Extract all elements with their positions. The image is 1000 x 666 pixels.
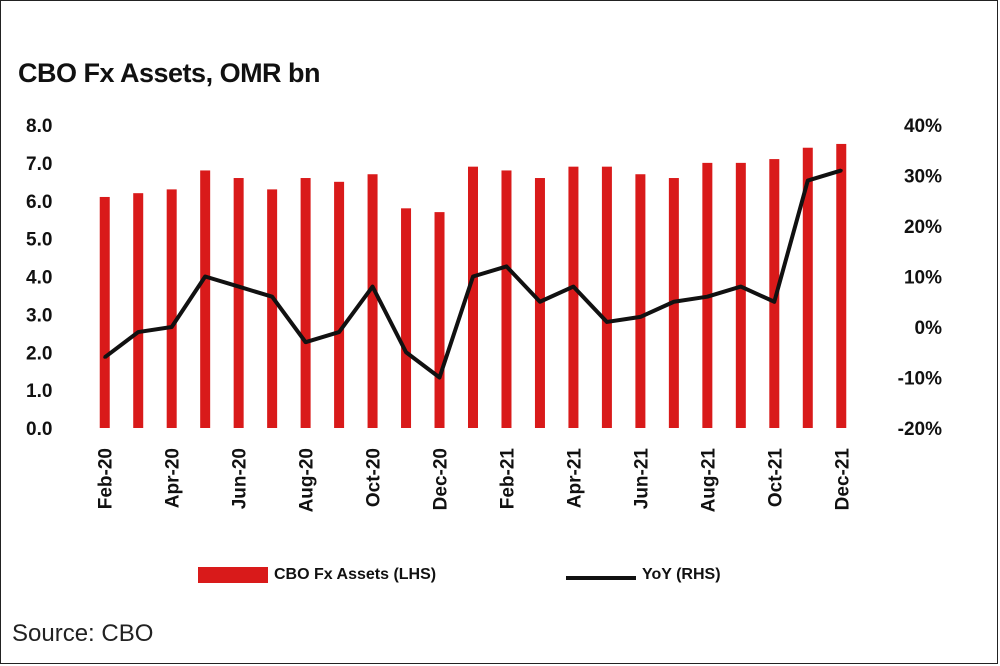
bar-Jul-20	[267, 189, 278, 428]
y-right-tick: 10%	[904, 268, 942, 289]
y-right-tick: 40%	[904, 116, 942, 137]
yoy-point-Feb-21	[504, 264, 508, 268]
yoy-point-May-20	[203, 275, 207, 278]
legend-line-label: YoY (RHS)	[642, 566, 721, 583]
bar-Nov-21	[802, 147, 813, 428]
yoy-point-Aug-21	[705, 295, 709, 299]
bar-Feb-21	[501, 170, 512, 428]
x-tick-Feb-20: Feb-20	[96, 448, 117, 509]
x-tick-Feb-21: Feb-21	[497, 448, 518, 510]
y-right-tick: -10%	[898, 369, 942, 390]
y-left-tick: 8.0	[26, 116, 52, 137]
x-tick-Aug-21: Aug-21	[698, 448, 719, 513]
legend-line-swatch	[566, 575, 636, 580]
y-left-tick: 7.0	[26, 154, 52, 175]
bar-Apr-21	[568, 166, 579, 428]
legend-item-line: YoY (RHS)	[566, 566, 721, 584]
legend-bar-label: CBO Fx Assets (LHS)	[274, 566, 437, 583]
bar-Jan-21	[468, 166, 478, 428]
yoy-point-Oct-21	[772, 300, 776, 304]
yoy-point-Dec-20	[438, 376, 442, 379]
legend-item-bars: CBO Fx Assets (LHS)	[198, 566, 436, 584]
bar-Sep-21	[735, 162, 746, 428]
bar-Mar-20	[133, 193, 144, 428]
x-tick-Apr-20: Apr-20	[163, 448, 184, 508]
yoy-point-Jul-21	[672, 300, 676, 304]
y-left-tick: 5.0	[26, 230, 52, 251]
source-note: Source: CBO	[12, 620, 154, 647]
yoy-point-Dec-21	[839, 168, 843, 172]
yoy-point-Nov-20	[404, 350, 408, 354]
bar-Apr-20	[166, 189, 177, 428]
yoy-point-Mar-20	[136, 330, 140, 334]
bar-Sep-20	[334, 181, 345, 428]
yoy-point-Feb-20	[103, 355, 107, 359]
yoy-point-Apr-21	[571, 285, 575, 289]
x-tick-Apr-21: Apr-21	[564, 448, 585, 509]
y-right-tick: -20%	[898, 419, 942, 440]
x-tick-Jun-20: Jun-20	[230, 448, 251, 509]
yoy-point-Jul-20	[270, 295, 274, 299]
x-tick-Oct-21: Oct-21	[765, 448, 786, 508]
bar-Dec-20	[434, 212, 445, 428]
legend-bar-swatch	[198, 567, 268, 583]
y-left-tick: 1.0	[26, 381, 52, 402]
chart-title: CBO Fx Assets, OMR bn	[18, 58, 321, 88]
y-left-tick: 4.0	[26, 268, 52, 289]
y-left-tick: 3.0	[26, 305, 52, 326]
yoy-point-May-21	[605, 320, 609, 324]
bar-Aug-20	[300, 178, 311, 428]
y-left-tick: 6.0	[26, 192, 52, 213]
bar-Oct-21	[769, 159, 780, 428]
bar-Jun-21	[635, 174, 646, 428]
yoy-point-Apr-20	[170, 325, 174, 329]
yoy-point-Sep-21	[739, 285, 743, 289]
yoy-point-Mar-21	[538, 300, 542, 304]
x-tick-Oct-20: Oct-20	[364, 448, 385, 507]
y-left-tick: 0.0	[26, 419, 52, 440]
yoy-point-Jun-21	[638, 315, 642, 319]
legend: CBO Fx Assets (LHS) YoY (RHS)	[0, 566, 1000, 594]
yoy-point-Aug-20	[304, 340, 308, 344]
yoy-point-Sep-20	[337, 330, 341, 334]
bar-Jun-20	[233, 178, 244, 428]
yoy-point-Jan-21	[471, 275, 475, 278]
bar-May-20	[200, 170, 211, 428]
y-right-tick: 20%	[904, 217, 942, 238]
yoy-point-Oct-20	[371, 285, 375, 289]
yoy-point-Jun-20	[237, 285, 241, 289]
y-right-tick: 0%	[915, 318, 943, 339]
bar-Oct-20	[367, 174, 378, 428]
y-right-tick: 30%	[904, 167, 942, 188]
x-tick-Dec-21: Dec-21	[832, 448, 853, 511]
bar-May-21	[601, 166, 612, 428]
bar-Nov-20	[401, 208, 412, 428]
y-left-tick: 2.0	[26, 343, 52, 364]
bar-Feb-20	[99, 196, 110, 428]
yoy-point-Nov-21	[806, 179, 810, 183]
x-tick-Dec-20: Dec-20	[431, 448, 452, 510]
bar-Dec-21	[836, 143, 847, 428]
x-tick-Aug-20: Aug-20	[297, 448, 318, 512]
x-tick-Jun-21: Jun-21	[631, 448, 652, 510]
